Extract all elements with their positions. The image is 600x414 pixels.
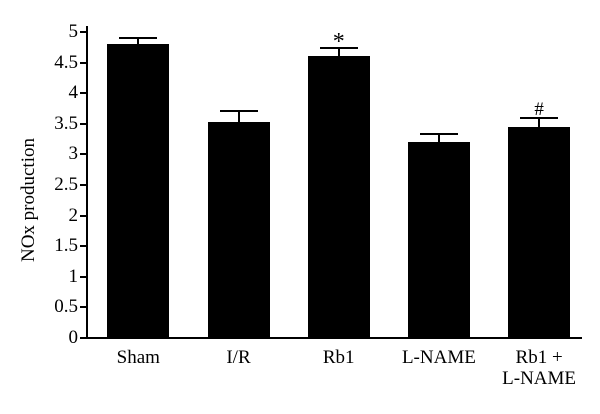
- y-tick-label: 4: [68, 82, 79, 104]
- y-tick-label: 2: [68, 204, 79, 226]
- y-tick-label: 3: [68, 143, 79, 165]
- y-tick: [80, 122, 86, 125]
- x-tick-label: Sham: [116, 347, 160, 368]
- error-bar-stem: [237, 110, 240, 123]
- y-tick: [80, 153, 86, 156]
- bar-sham: [107, 44, 170, 338]
- error-bar-cap: [419, 133, 458, 136]
- bar-i-r: [207, 121, 270, 338]
- y-axis-line: [86, 26, 88, 339]
- bar-rb1: [307, 56, 370, 338]
- error-bar-cap: [119, 37, 158, 40]
- y-tick-label: 0: [68, 327, 79, 348]
- y-tick: [80, 306, 86, 309]
- y-tick: [80, 214, 86, 217]
- error-bar-stem: [337, 47, 340, 58]
- error-bar-stem: [137, 38, 140, 46]
- significance-marker: *: [332, 28, 345, 55]
- x-axis-line: [86, 337, 582, 339]
- y-axis-label: NOx production: [18, 138, 39, 263]
- y-tick-label: 1.5: [54, 235, 78, 257]
- y-tick: [80, 245, 86, 248]
- y-tick: [80, 337, 86, 339]
- x-tick-label: I/R: [226, 347, 251, 368]
- y-tick-label: 2.5: [54, 174, 78, 195]
- bar-rb1-l-name: [508, 127, 571, 338]
- y-tick: [80, 92, 86, 95]
- y-tick: [80, 275, 86, 278]
- y-tick-label: 1: [68, 265, 79, 287]
- bar-l-name: [407, 142, 470, 338]
- error-bar-cap: [319, 46, 358, 49]
- error-bar-cap: [520, 117, 559, 120]
- x-tick-label: Rb1: [322, 347, 355, 368]
- error-bar-stem: [437, 134, 440, 144]
- error-bar-stem: [538, 118, 541, 129]
- x-tick-label: L-NAME: [401, 347, 476, 368]
- y-tick-label: 0.5: [54, 296, 78, 318]
- y-tick-label: 4.5: [54, 51, 78, 73]
- error-bar-cap: [219, 109, 258, 112]
- y-tick: [80, 31, 86, 33]
- x-tick-label: Rb1 + L-NAME: [502, 347, 577, 389]
- y-tick: [80, 184, 86, 186]
- y-tick-label: 3.5: [54, 112, 78, 134]
- y-tick: [80, 61, 86, 64]
- y-tick-label: 5: [68, 21, 79, 42]
- significance-marker: #: [534, 99, 544, 121]
